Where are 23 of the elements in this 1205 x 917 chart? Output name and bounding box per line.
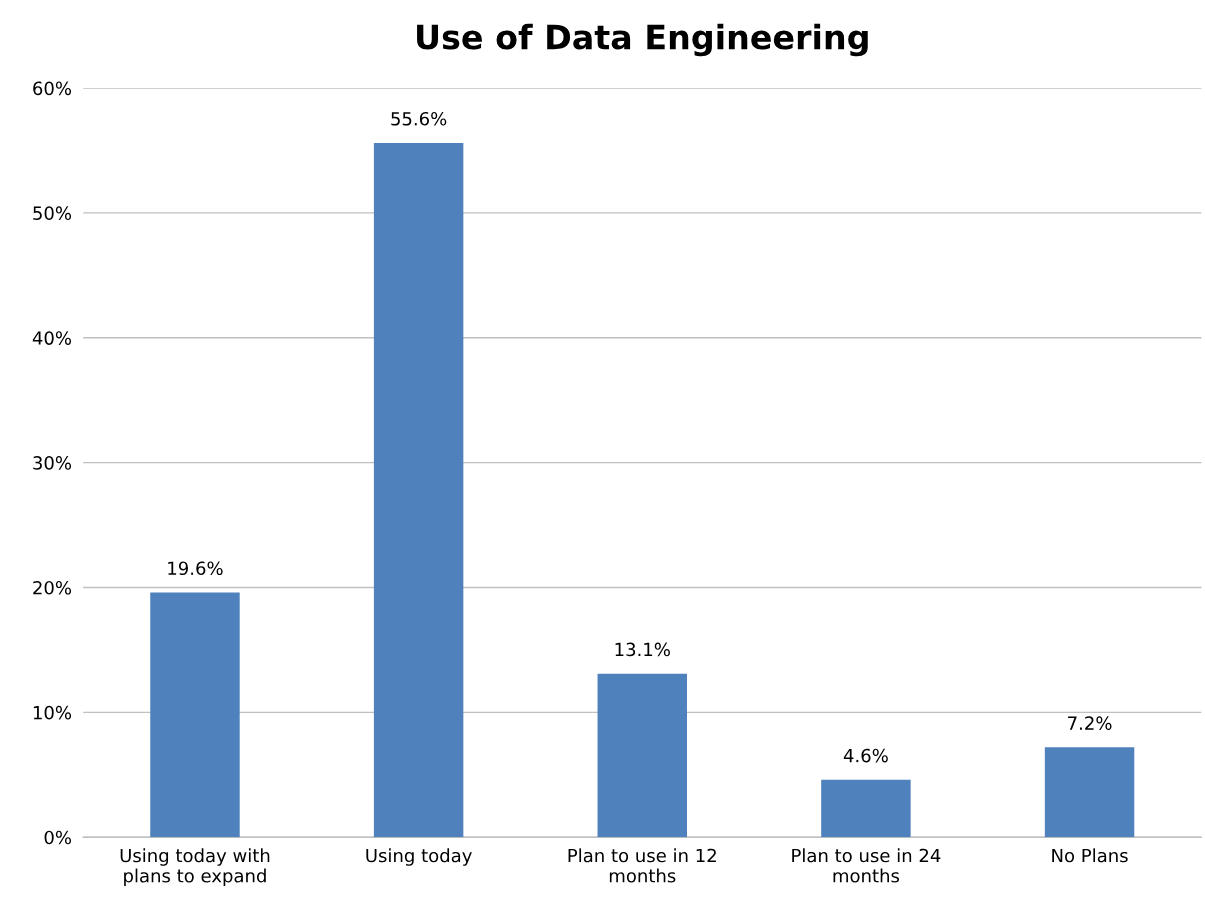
data-label: 4.6% [843, 748, 888, 763]
y-tick-label: 20% [33, 580, 72, 595]
data-label: 55.6% [391, 111, 447, 126]
x-tick-label: Plan to use in 24 months [792, 848, 941, 883]
x-tick-label: Using today [366, 848, 472, 866]
data-label: 13.1% [615, 642, 670, 657]
data-label: 7.2% [1068, 716, 1112, 730]
bar [373, 142, 464, 838]
x-tick-label: Plan to use in 12 months [568, 848, 716, 883]
chart-title: Use of Data Engineering [417, 23, 868, 57]
y-tick-label: 0% [44, 830, 72, 845]
bar [597, 673, 687, 838]
y-tick-label: 40% [32, 331, 72, 345]
y-tick-label: 60% [33, 81, 72, 96]
bar [1044, 747, 1135, 838]
data-label: 19.6% [168, 561, 223, 576]
y-tick-label: 30% [33, 456, 72, 470]
bar [150, 592, 240, 838]
bar [821, 779, 911, 838]
x-tick-label: No Plans [1052, 848, 1128, 863]
y-tick-label: 50% [33, 206, 72, 221]
y-tick-label: 10% [33, 705, 72, 720]
x-tick-label: Using today with plans to expand [120, 848, 270, 887]
